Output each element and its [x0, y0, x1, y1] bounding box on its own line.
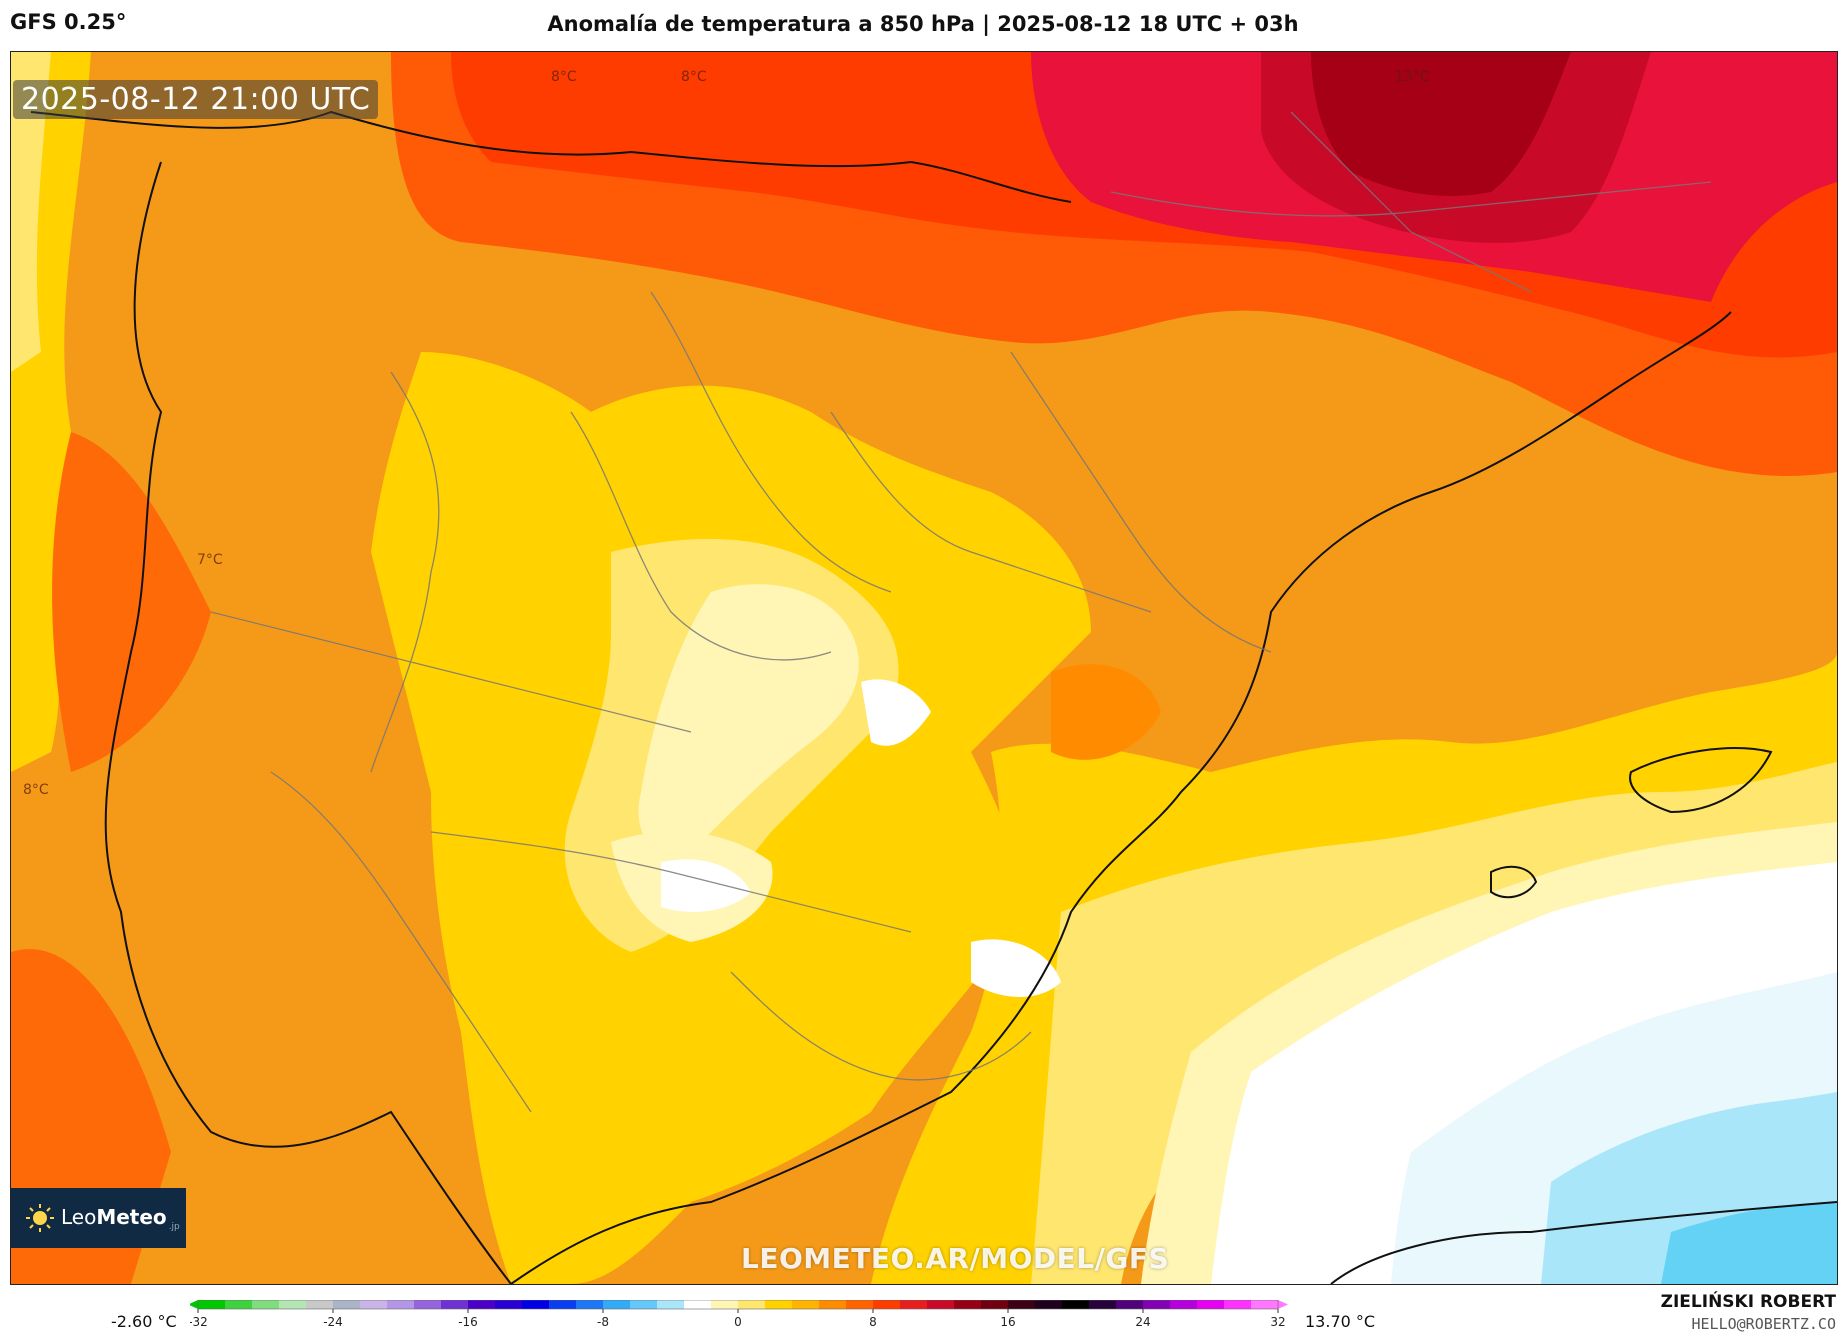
model-label: GFS 0.25°	[10, 10, 127, 34]
colorbar-min-label: -2.60 °C	[111, 1312, 177, 1331]
colorbar-swatch	[414, 1300, 442, 1309]
logo-text: LeoMeteo .jp	[61, 1204, 180, 1232]
colorbar-tick-label: 32	[1270, 1315, 1285, 1329]
colorbar-scale: -32 -24 -16 -8 0 8 16 24 32	[188, 1299, 1288, 1329]
colorbar-swatch	[1143, 1300, 1171, 1309]
colorbar-swatch	[603, 1300, 631, 1309]
colorbar-swatch	[657, 1300, 685, 1309]
value-label: 8°C	[681, 69, 707, 85]
colorbar-swatch	[522, 1300, 550, 1309]
colorbar-swatch	[1035, 1300, 1063, 1309]
colorbar-swatch	[927, 1300, 955, 1309]
colorbar-max-arrow	[1278, 1300, 1288, 1309]
colorbar-swatch	[792, 1300, 820, 1309]
colorbar-swatch	[900, 1300, 928, 1309]
colorbar-swatch	[360, 1300, 388, 1309]
colorbar-swatch	[1008, 1300, 1036, 1309]
colorbar-swatch	[576, 1300, 604, 1309]
colorbar-max-label: 13.70 °C	[1305, 1312, 1376, 1331]
colorbar-swatch	[1089, 1300, 1117, 1309]
leometeo-logo[interactable]: LeoMeteo .jp	[11, 1188, 186, 1248]
colorbar-swatch	[873, 1300, 901, 1309]
valid-time-badge: 2025-08-12 21:00 UTC	[13, 80, 379, 119]
value-label: 7°C	[197, 552, 223, 568]
map-title: Anomalía de temperatura a 850 hPa | 2025…	[547, 12, 1299, 36]
map-area[interactable]: 2025-08-12 21:00 UTC 8°C 8°C 13°C 7°C 8°…	[10, 51, 1838, 1285]
author-email[interactable]: HELLO@ROBERTZ.CO	[1691, 1315, 1837, 1333]
colorbar-tick-label: -24	[323, 1315, 343, 1329]
site-watermark: LEOMETEO.AR/MODEL/GFS	[741, 1242, 1170, 1275]
colorbar-min-arrow	[188, 1300, 198, 1309]
colorbar-tick-label: 24	[1135, 1315, 1150, 1329]
colorbar-swatch	[846, 1300, 874, 1309]
colorbar-swatch	[981, 1300, 1009, 1309]
colorbar-tick-label: 16	[1000, 1315, 1015, 1329]
colorbar-swatch	[468, 1300, 496, 1309]
temperature-anomaly-map	[11, 52, 1837, 1284]
colorbar-swatch	[738, 1300, 766, 1309]
colorbar-swatch	[198, 1300, 226, 1309]
colorbar-swatch	[630, 1300, 658, 1309]
colorbar-swatch	[306, 1300, 334, 1309]
colorbar-tick-label: 0	[734, 1315, 742, 1329]
colorbar-swatch	[1251, 1300, 1279, 1309]
colorbar-swatch	[819, 1300, 847, 1309]
colorbar-swatch	[495, 1300, 523, 1309]
value-label: 8°C	[551, 69, 577, 85]
colorbar-swatch	[279, 1300, 307, 1309]
colorbar-swatch	[333, 1300, 361, 1309]
colorbar-swatch	[765, 1300, 793, 1309]
colorbar-swatch	[1116, 1300, 1144, 1309]
colorbar-swatch	[684, 1300, 712, 1309]
colorbar-tick-label: 8	[869, 1315, 877, 1329]
colorbar-swatch	[387, 1300, 415, 1309]
sun-icon	[26, 1204, 54, 1232]
value-label: 13°C	[1395, 69, 1430, 85]
colorbar-swatch	[711, 1300, 739, 1309]
author-name: ZIELIŃSKI ROBERT	[1660, 1292, 1836, 1312]
colorbar-swatch	[441, 1300, 469, 1309]
colorbar-swatch	[954, 1300, 982, 1309]
colorbar-swatch	[1062, 1300, 1090, 1309]
colorbar: -32 -24 -16 -8 0 8 16 24 32	[188, 1299, 1300, 1338]
value-label: 8°C	[23, 782, 49, 798]
colorbar-swatch	[1170, 1300, 1198, 1309]
colorbar-tick-label: -8	[597, 1315, 609, 1329]
colorbar-swatch	[252, 1300, 280, 1309]
colorbar-tick-label: -32	[190, 1315, 208, 1329]
colorbar-swatch	[1224, 1300, 1252, 1309]
colorbar-swatch	[549, 1300, 577, 1309]
colorbar-tick-label: -16	[458, 1315, 478, 1329]
colorbar-swatch	[1197, 1300, 1225, 1309]
colorbar-swatch	[225, 1300, 253, 1309]
